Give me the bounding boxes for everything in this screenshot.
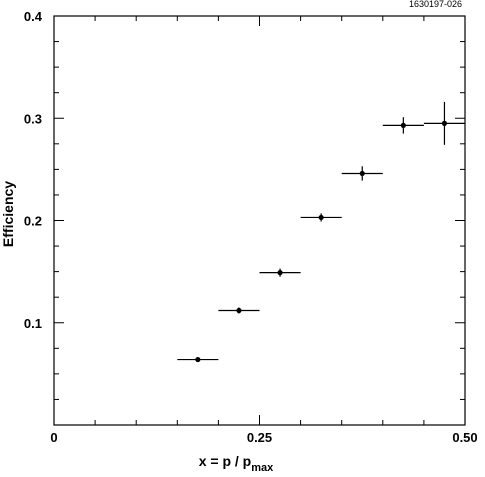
data-marker — [400, 122, 406, 129]
y-axis-label: Efficiency — [0, 181, 16, 247]
x-axis-label-subscript: max — [251, 462, 274, 474]
tick-labels: 0 0.25 0.50 0.1 0.2 0.3 0.4 — [24, 9, 478, 445]
x-tick-label: 0.50 — [452, 430, 477, 445]
data-marker — [441, 120, 448, 126]
x-tick-label: 0 — [50, 430, 57, 445]
data-point — [341, 166, 383, 181]
data-marker — [195, 356, 201, 363]
data-points — [177, 101, 465, 363]
y-tick-label: 0.1 — [24, 316, 42, 331]
data-point — [382, 117, 424, 134]
data-marker — [318, 214, 324, 221]
data-point — [177, 356, 219, 363]
axis-ticks — [53, 15, 466, 426]
x-axis-label: x = p / pmax — [199, 453, 274, 474]
data-point — [218, 307, 260, 314]
y-tick-label: 0.3 — [24, 111, 42, 126]
data-point — [259, 268, 301, 277]
x-axis-label-main: x = p / p — [199, 453, 252, 469]
y-tick-label: 0.2 — [24, 214, 42, 229]
figure-id-annotation: 1630197-026 — [409, 0, 462, 9]
y-tick-label: 0.4 — [24, 9, 43, 24]
data-marker — [277, 270, 283, 276]
x-tick-label: 0.25 — [247, 430, 272, 445]
data-marker — [359, 170, 365, 177]
data-marker — [236, 307, 242, 314]
data-point — [423, 101, 465, 145]
plot-frame — [53, 15, 466, 426]
data-point — [300, 213, 342, 222]
